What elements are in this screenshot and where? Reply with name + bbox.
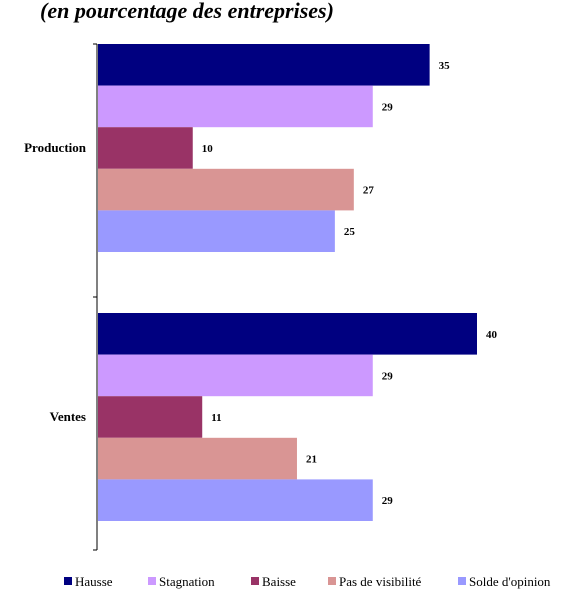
legend-swatch [458, 577, 466, 585]
legend-label: Pas de visibilité [339, 574, 422, 589]
bar [98, 313, 477, 355]
bar [98, 44, 430, 86]
bar [98, 168, 354, 211]
data-label: 11 [211, 412, 221, 424]
data-label: 10 [202, 143, 214, 155]
bar [98, 396, 203, 438]
legend: Hausse Stagnation Baisse Pas de visibilité S… [64, 574, 551, 589]
chart-title-fragment: (en pourcentage des entreprises) [40, 0, 334, 23]
data-label: 29 [382, 370, 394, 382]
legend-label: Stagnation [159, 574, 215, 589]
legend-swatch [251, 577, 259, 585]
legend-label: Solde d'opinion [469, 574, 551, 589]
legend-swatch [148, 577, 156, 585]
legend-swatch [328, 577, 336, 585]
data-label: 29 [382, 495, 394, 507]
bar [98, 354, 373, 397]
bar [98, 437, 297, 480]
bar [98, 479, 373, 521]
plot-area: Production 35 29 10 27 25 Ventes 40 29 11 21 29 [24, 44, 498, 521]
bar [98, 127, 193, 169]
legend-swatch [64, 577, 72, 585]
data-label: 27 [363, 185, 375, 197]
bar [98, 85, 373, 128]
legend-label: Hausse [75, 574, 113, 589]
data-label: 40 [486, 329, 498, 341]
bar [98, 210, 335, 252]
category-label: Ventes [50, 409, 86, 424]
legend-label: Baisse [262, 574, 296, 589]
data-label: 25 [344, 226, 356, 238]
data-label: 21 [306, 454, 317, 466]
data-label: 29 [382, 101, 394, 113]
data-label: 35 [439, 60, 451, 72]
category-label: Production [24, 140, 87, 155]
